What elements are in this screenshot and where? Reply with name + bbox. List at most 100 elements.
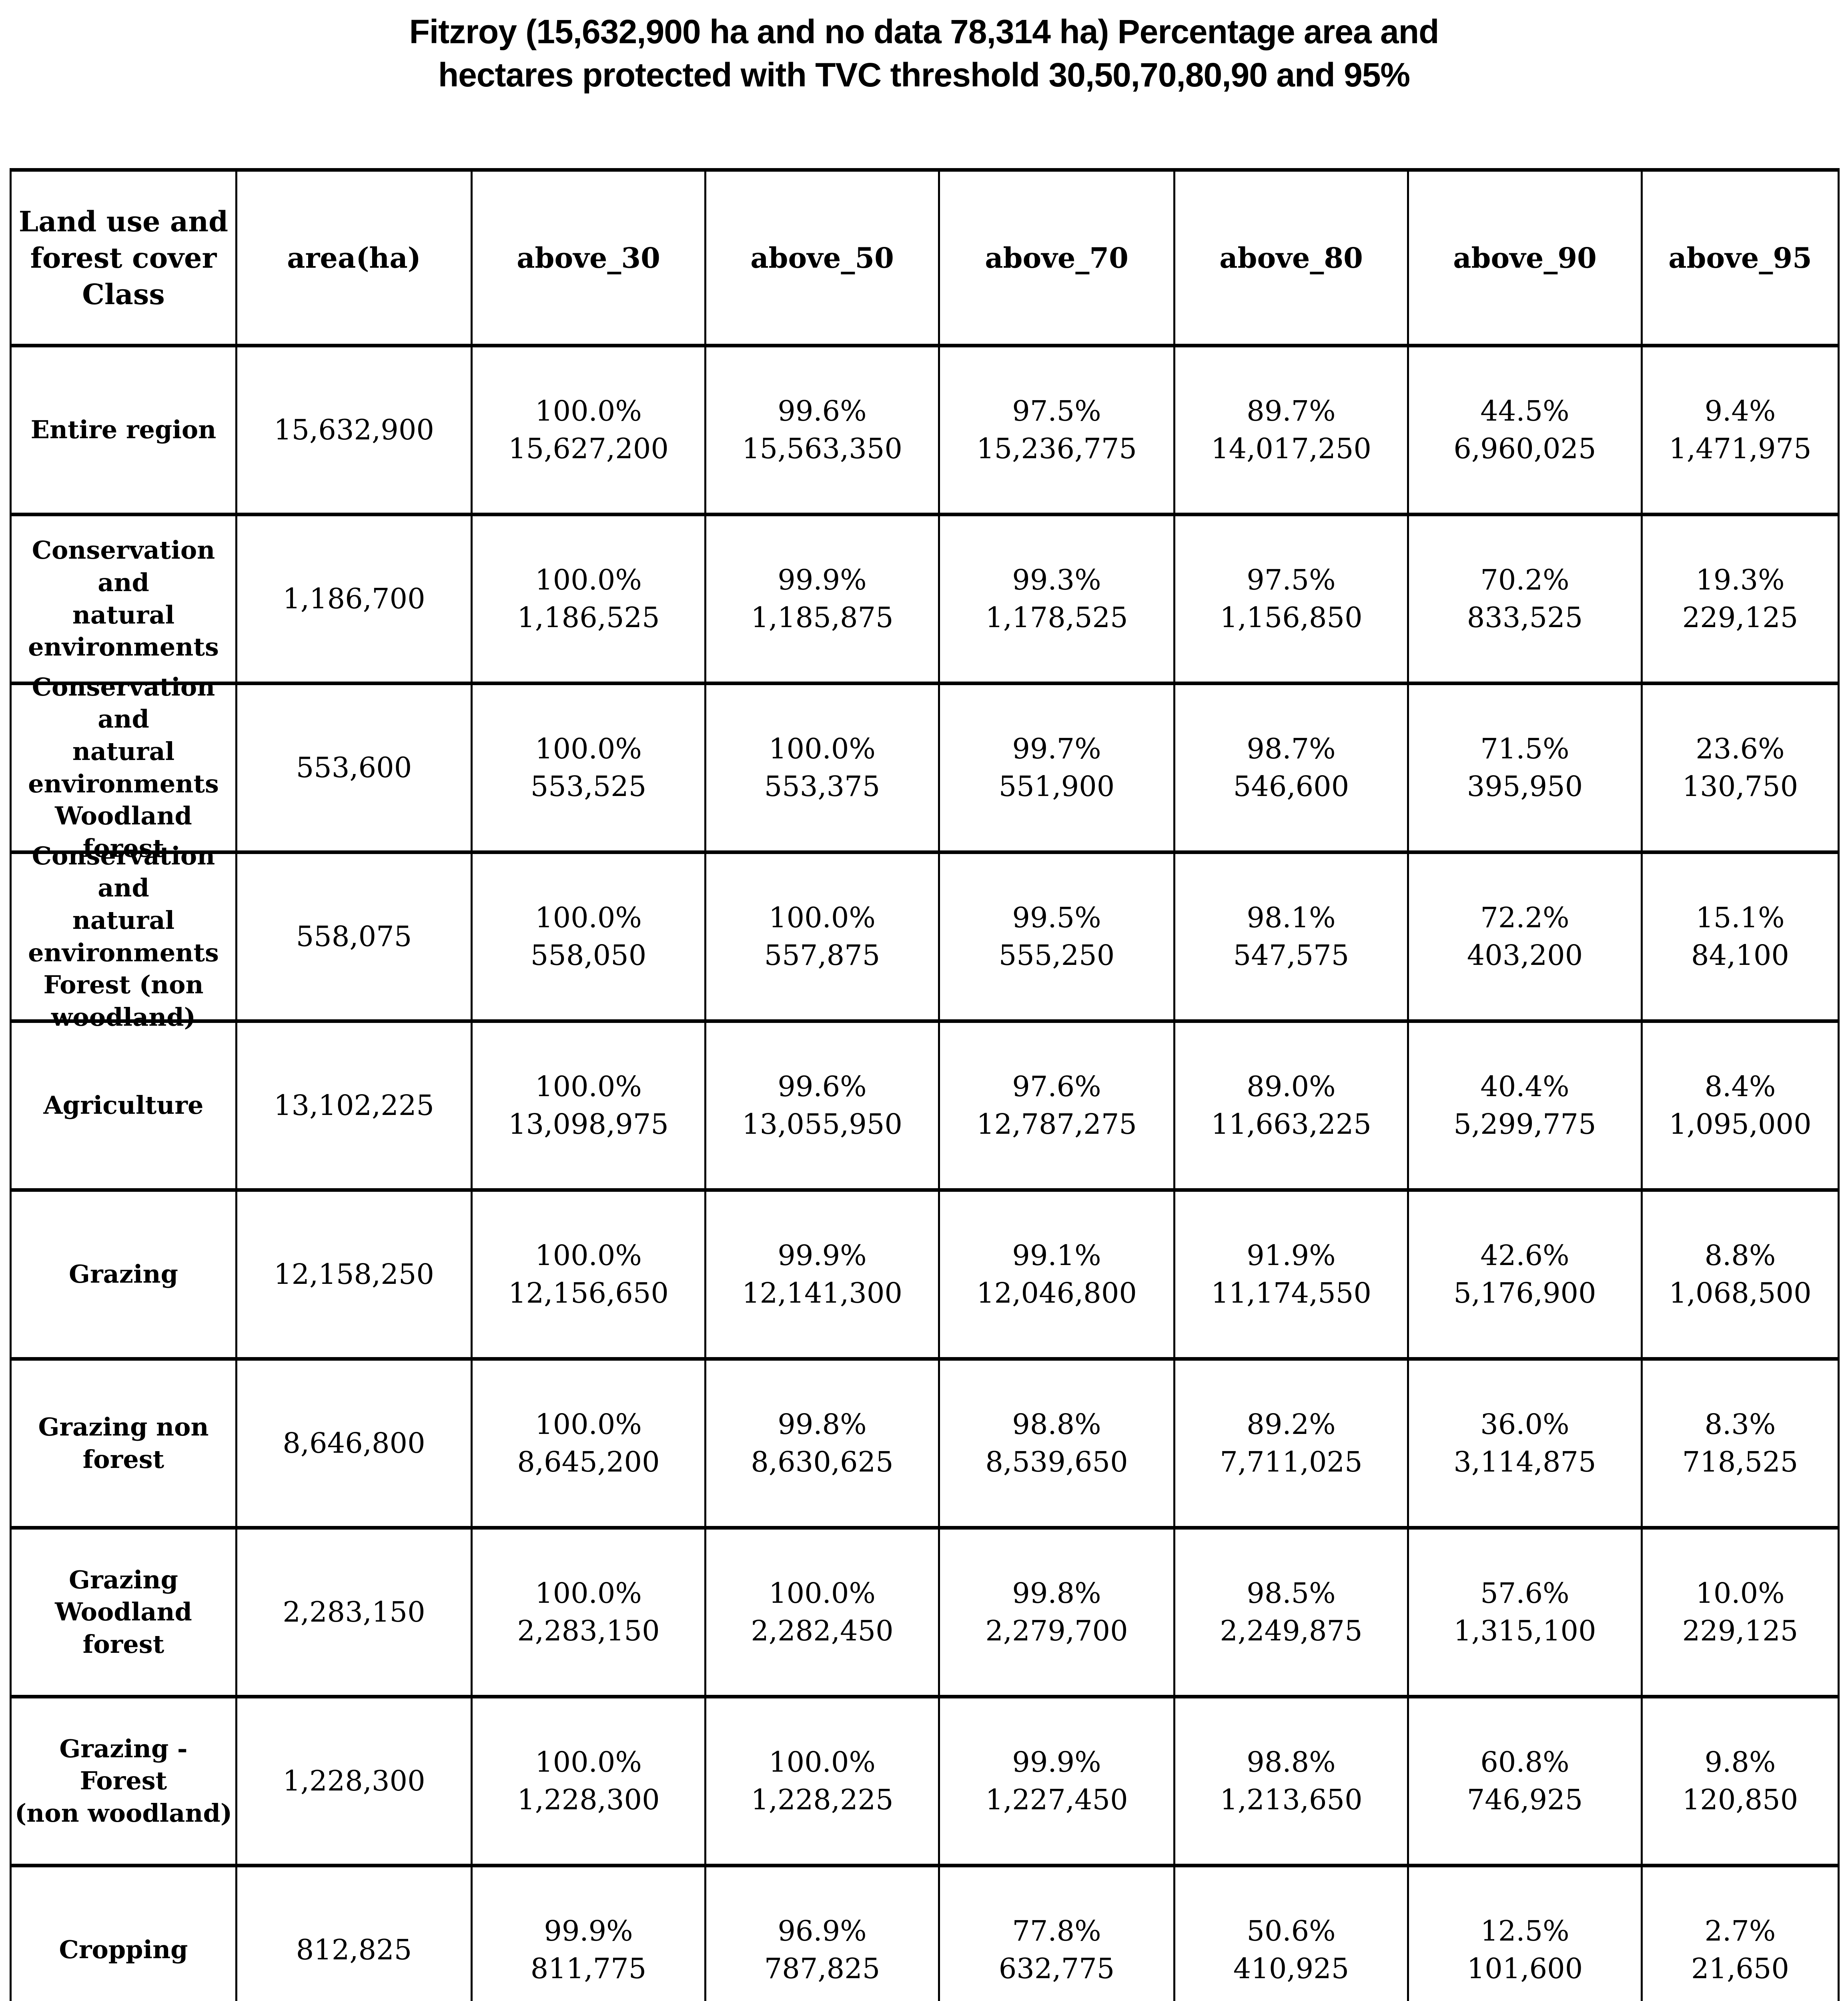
cell-landuse-class: Entire region xyxy=(10,344,237,516)
header-label: area(ha) xyxy=(287,241,421,275)
ha-value: 547,575 xyxy=(1233,938,1349,972)
cell-above-90: 40.4% 5,299,775 xyxy=(1407,1019,1643,1192)
cell-above-95: 8.3% 718,525 xyxy=(1641,1357,1840,1530)
table-row: Conservation and natural environments 1,… xyxy=(10,513,1840,685)
cell-above-90: 60.8% 746,925 xyxy=(1407,1695,1643,1867)
row-label: Conservation and natural environments Wo… xyxy=(28,672,219,863)
ha-value: 2,279,700 xyxy=(985,1614,1128,1647)
cell-landuse-class: Grazing Woodland forest xyxy=(10,1526,237,1698)
header-label: Land use and forest cover Class xyxy=(18,205,228,311)
ha-value: 833,525 xyxy=(1467,601,1583,634)
pct-value: 98.8% xyxy=(1012,1408,1101,1441)
pct-value: 100.0% xyxy=(769,732,876,765)
cell-area-ha: 8,646,800 xyxy=(235,1357,473,1530)
cell-above-95: 15.1% 84,100 xyxy=(1641,850,1840,1023)
ha-value: 11,663,225 xyxy=(1211,1107,1371,1141)
pct-value: 99.9% xyxy=(544,1914,633,1947)
page-title: Fitzroy (15,632,900 ha and no data 78,31… xyxy=(409,13,1439,94)
cell-above-90: 71.5% 395,950 xyxy=(1407,682,1643,854)
ha-value: 1,228,300 xyxy=(517,1783,660,1816)
area-value: 1,228,300 xyxy=(283,1764,425,1798)
ha-value: 811,775 xyxy=(530,1952,647,1985)
header-label: above_70 xyxy=(985,241,1128,275)
area-value: 15,632,900 xyxy=(274,413,434,447)
pct-value: 100.0% xyxy=(769,1576,876,1610)
cell-above-90: 70.2% 833,525 xyxy=(1407,513,1643,685)
table-row: Conservation and natural environments Fo… xyxy=(10,841,1840,1032)
ha-value: 13,055,950 xyxy=(742,1107,902,1141)
ha-value: 558,050 xyxy=(530,938,647,972)
pct-value: 12.5% xyxy=(1480,1914,1569,1947)
header-label: above_50 xyxy=(750,241,894,275)
ha-value: 632,775 xyxy=(998,1952,1115,1985)
pct-value: 100.0% xyxy=(535,394,642,427)
cell-above-90: 44.5% 6,960,025 xyxy=(1407,344,1643,516)
pct-value: 100.0% xyxy=(535,901,642,934)
cell-above-95: 9.8% 120,850 xyxy=(1641,1695,1840,1867)
ha-value: 1,068,500 xyxy=(1669,1276,1812,1309)
ha-value: 12,141,300 xyxy=(742,1276,902,1309)
ha-value: 15,563,350 xyxy=(742,432,902,465)
header-landuse-class: Land use and forest cover Class xyxy=(10,168,237,347)
area-value: 553,600 xyxy=(296,751,412,784)
header-above-50: above_50 xyxy=(704,168,940,347)
pct-value: 99.5% xyxy=(1012,901,1101,934)
ha-value: 555,250 xyxy=(998,938,1115,972)
cell-area-ha: 13,102,225 xyxy=(235,1019,473,1192)
cell-area-ha: 553,600 xyxy=(235,682,473,854)
ha-value: 84,100 xyxy=(1691,938,1789,972)
table-body: Entire region 15,632,900 100.0% 15,627,20… xyxy=(10,344,1840,2001)
cell-above-30: 100.0% 12,156,650 xyxy=(471,1188,706,1361)
header-label: above_90 xyxy=(1453,241,1597,275)
cell-above-70: 98.8% 8,539,650 xyxy=(938,1357,1175,1530)
pct-value: 44.5% xyxy=(1480,394,1569,427)
pct-value: 98.5% xyxy=(1247,1576,1336,1610)
pct-value: 60.8% xyxy=(1480,1745,1569,1778)
pct-value: 99.9% xyxy=(778,563,867,596)
cell-above-30: 99.9% 811,775 xyxy=(471,1864,706,2001)
pct-value: 89.0% xyxy=(1247,1070,1336,1103)
cell-above-50: 99.6% 15,563,350 xyxy=(704,344,940,516)
row-label: Cropping xyxy=(59,1935,188,1965)
ha-value: 1,156,850 xyxy=(1220,601,1363,634)
pct-value: 97.5% xyxy=(1247,563,1336,596)
ha-value: 1,315,100 xyxy=(1453,1614,1596,1647)
area-value: 558,075 xyxy=(296,920,412,953)
pct-value: 100.0% xyxy=(535,1576,642,1610)
cell-landuse-class: Conservation and natural environments Wo… xyxy=(10,672,237,863)
cell-area-ha: 558,075 xyxy=(235,850,473,1023)
cell-landuse-class: Agriculture xyxy=(10,1019,237,1192)
pct-value: 99.9% xyxy=(1012,1745,1101,1778)
area-value: 2,283,150 xyxy=(283,1596,425,1629)
cell-above-70: 99.9% 1,227,450 xyxy=(938,1695,1175,1867)
cell-above-50: 100.0% 557,875 xyxy=(704,850,940,1023)
cell-above-80: 91.9% 11,174,550 xyxy=(1173,1188,1409,1361)
cell-above-30: 100.0% 2,283,150 xyxy=(471,1526,706,1698)
pct-value: 19.3% xyxy=(1696,563,1785,596)
cell-above-80: 98.5% 2,249,875 xyxy=(1173,1526,1409,1698)
pct-value: 100.0% xyxy=(535,563,642,596)
pct-value: 99.6% xyxy=(778,1070,867,1103)
ha-value: 3,114,875 xyxy=(1453,1445,1596,1478)
ha-value: 14,017,250 xyxy=(1211,432,1371,465)
cell-landuse-class: Conservation and natural environments xyxy=(10,513,237,685)
ha-value: 15,627,200 xyxy=(508,432,669,465)
cell-above-50: 100.0% 553,375 xyxy=(704,682,940,854)
header-label: above_95 xyxy=(1668,241,1812,275)
pct-value: 77.8% xyxy=(1012,1914,1101,1947)
ha-value: 1,227,450 xyxy=(985,1783,1128,1816)
cell-above-30: 100.0% 1,186,525 xyxy=(471,513,706,685)
ha-value: 2,283,150 xyxy=(517,1614,660,1647)
pct-value: 70.2% xyxy=(1480,563,1569,596)
ha-value: 13,098,975 xyxy=(508,1107,669,1141)
row-label: Grazing xyxy=(69,1259,178,1289)
pct-value: 100.0% xyxy=(535,1239,642,1272)
cell-area-ha: 15,632,900 xyxy=(235,344,473,516)
pct-value: 100.0% xyxy=(535,1408,642,1441)
cell-landuse-class: Grazing xyxy=(10,1188,237,1361)
pct-value: 98.7% xyxy=(1247,732,1336,765)
cell-above-80: 98.1% 547,575 xyxy=(1173,850,1409,1023)
header-row: Land use and forest cover Class area(ha)… xyxy=(10,168,1840,347)
cell-above-70: 99.8% 2,279,700 xyxy=(938,1526,1175,1698)
cell-area-ha: 1,228,300 xyxy=(235,1695,473,1867)
